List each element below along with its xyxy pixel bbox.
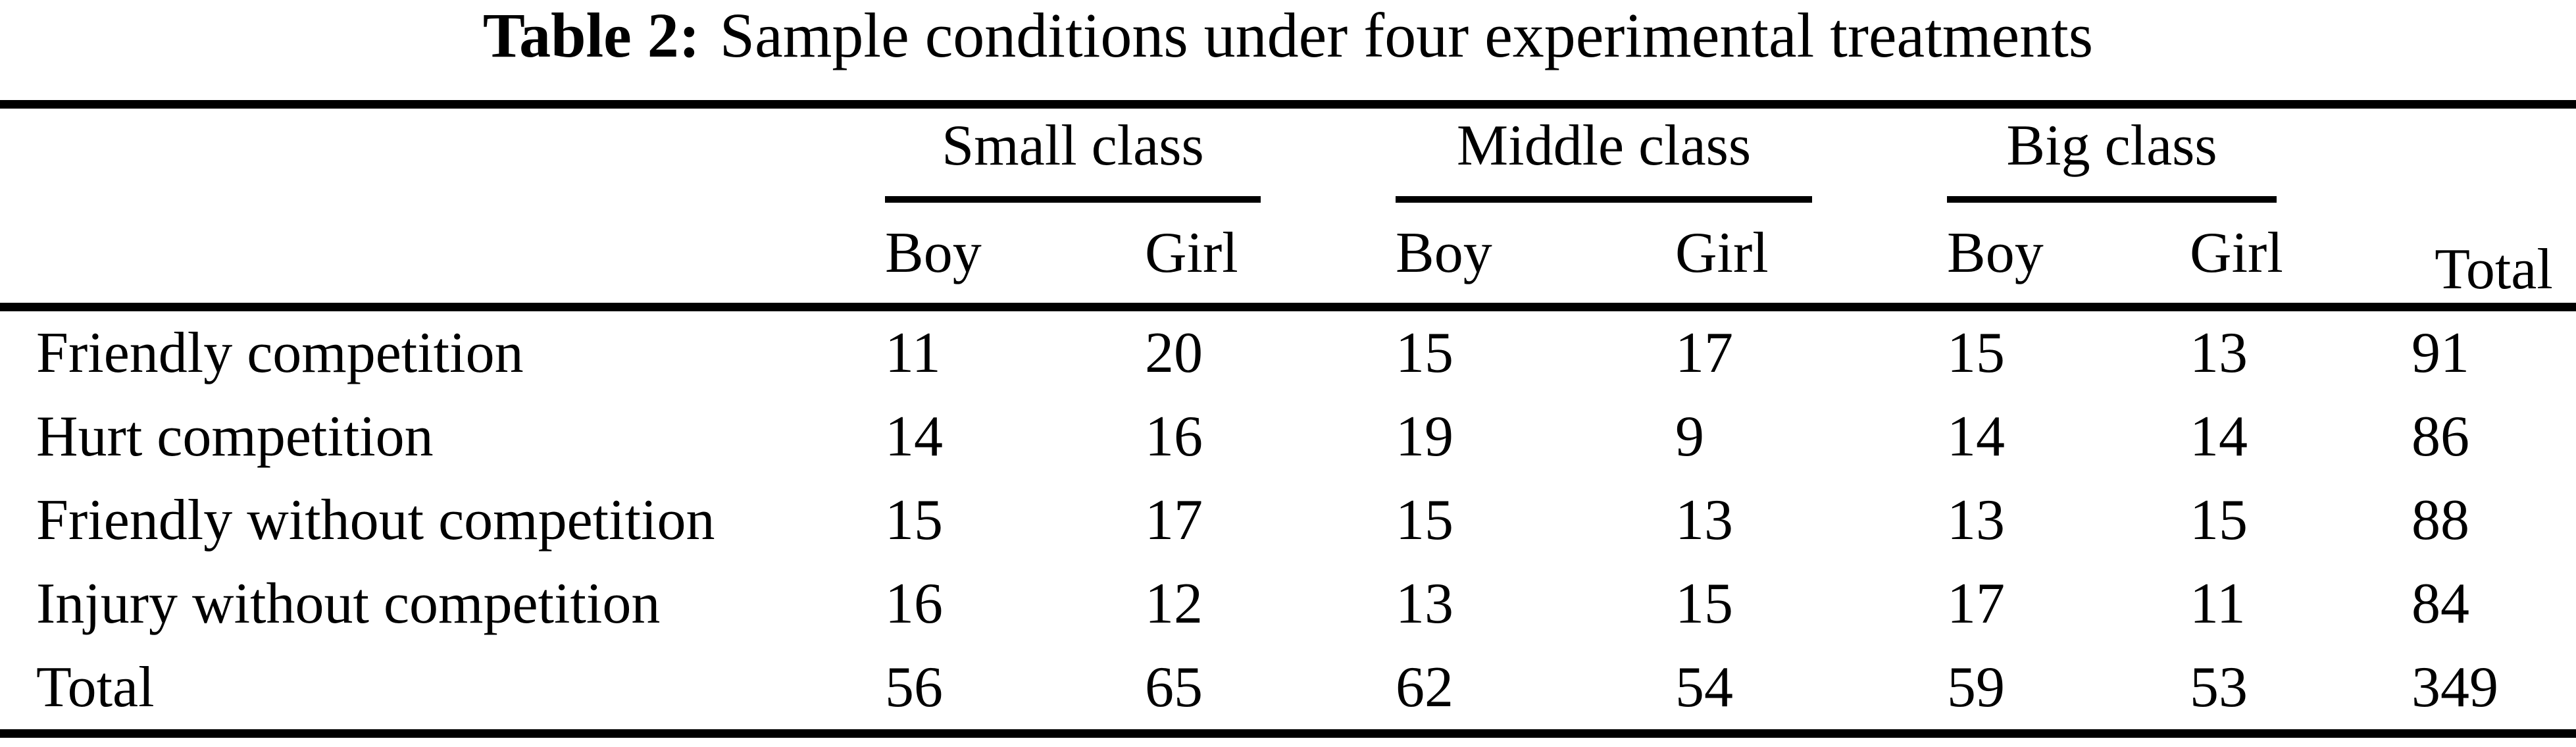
cell: 11 xyxy=(2190,572,2246,636)
cell: 15 xyxy=(1675,572,1733,636)
cell: 12 xyxy=(1145,572,1203,636)
column-group-small-class: Small class xyxy=(885,105,1396,203)
table-caption-label: Table 2: xyxy=(482,0,700,70)
column-header-big-girl: Girl xyxy=(2190,203,2412,311)
cell: 17 xyxy=(1947,572,2006,636)
data-table: Small class Middle class Big class Total… xyxy=(0,100,2576,738)
cell: 13 xyxy=(1396,572,1453,636)
table-caption: Table 2: Sample conditions under four ex… xyxy=(0,0,2576,100)
column-header-small-boy: Boy xyxy=(885,203,1145,311)
cell: 16 xyxy=(1145,405,1203,469)
cell-total: 91 xyxy=(2412,321,2470,385)
cell: 15 xyxy=(885,488,943,552)
table-row-injury-without-competition: Injury without competition 16 12 13 15 1… xyxy=(0,562,2576,646)
cell: 14 xyxy=(2190,405,2248,469)
table-caption-text: Sample conditions under four experimenta… xyxy=(719,0,2094,70)
column-group-label: Big class xyxy=(1947,109,2277,203)
cell: 16 xyxy=(885,572,943,636)
cell: 15 xyxy=(1396,321,1453,385)
cell: 13 xyxy=(2190,321,2248,385)
table-row-hurt-competition: Hurt competition 14 16 19 9 14 14 86 xyxy=(0,395,2576,478)
cell-total: 84 xyxy=(2412,572,2470,636)
table-body: Friendly competition 11 20 15 17 15 13 9… xyxy=(0,307,2576,734)
cell: 65 xyxy=(1145,656,1203,719)
column-group-middle-class: Middle class xyxy=(1396,105,1947,203)
cell: 20 xyxy=(1145,321,1203,385)
header-group-row: Small class Middle class Big class Total xyxy=(0,104,2576,311)
cell: 56 xyxy=(885,656,943,719)
cell: 62 xyxy=(1396,656,1453,719)
column-group-label: Middle class xyxy=(1396,109,1813,203)
cell: 9 xyxy=(1675,405,1704,469)
cell: 13 xyxy=(1675,488,1733,552)
column-header-small-girl: Girl xyxy=(1145,203,1396,311)
cell-total: 88 xyxy=(2412,488,2470,552)
cell: 15 xyxy=(1396,488,1453,552)
cell: 17 xyxy=(1675,321,1733,385)
row-label: Friendly competition xyxy=(36,321,524,385)
column-header-middle-boy: Boy xyxy=(1396,203,1675,311)
column-group-label: Small class xyxy=(885,109,1261,203)
cell: 15 xyxy=(2190,488,2248,552)
table-header: Small class Middle class Big class Total… xyxy=(0,104,2576,311)
header-corner-cell xyxy=(0,104,885,311)
header-sub-row: Boy Girl Boy Girl Boy Girl xyxy=(0,203,2576,311)
cell: 13 xyxy=(1947,488,2006,552)
column-header-total: Total xyxy=(2412,104,2576,311)
cell: 14 xyxy=(1947,405,2006,469)
cell: 14 xyxy=(885,405,943,469)
row-label: Total xyxy=(36,656,155,719)
row-label: Injury without competition xyxy=(36,572,661,636)
cell: 17 xyxy=(1145,488,1203,552)
cell: 59 xyxy=(1947,656,2006,719)
table-row-total: Total 56 65 62 54 59 53 349 xyxy=(0,646,2576,734)
column-header-big-boy: Boy xyxy=(1947,203,2190,311)
column-group-big-class: Big class xyxy=(1947,105,2412,203)
row-label: Friendly without competition xyxy=(36,488,715,552)
table-row-friendly-without-competition: Friendly without competition 15 17 15 13… xyxy=(0,478,2576,562)
table-row-friendly-competition: Friendly competition 11 20 15 17 15 13 9… xyxy=(0,307,2576,396)
cell: 53 xyxy=(2190,656,2248,719)
cell-total: 349 xyxy=(2412,656,2499,719)
cell: 11 xyxy=(885,321,941,385)
column-header-middle-girl: Girl xyxy=(1675,203,1948,311)
cell: 15 xyxy=(1947,321,2006,385)
cell-total: 86 xyxy=(2412,405,2470,469)
cell: 19 xyxy=(1396,405,1453,469)
row-label: Hurt competition xyxy=(36,405,434,469)
cell: 54 xyxy=(1675,656,1733,719)
